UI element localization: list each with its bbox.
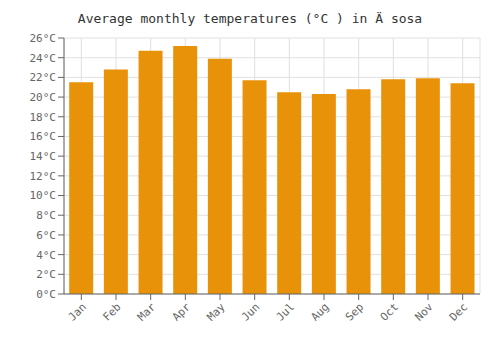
svg-text:22°C: 22°C (30, 71, 57, 84)
svg-text:8°C: 8°C (36, 209, 56, 222)
html-text:Average monthly temperatures (: Average monthly temperatures (°C ) in Ä … (77, 11, 423, 26)
svg-text:Jul: Jul (274, 300, 297, 323)
svg-text:2°C: 2°C (36, 268, 56, 281)
svg-text:16°C: 16°C (30, 130, 57, 143)
svg-text:Oct: Oct (378, 300, 401, 323)
svg-text:20°C: 20°C (30, 91, 57, 104)
svg-text:Sep: Sep (343, 300, 366, 323)
svg-text:Apr: Apr (170, 300, 194, 324)
svg-text:26°C: 26°C (30, 32, 57, 45)
svg-text:18°C: 18°C (30, 111, 57, 124)
svg-text:Nov: Nov (412, 300, 436, 324)
svg-text:6°C: 6°C (36, 229, 56, 242)
svg-text:May: May (204, 300, 228, 324)
svg-text:Feb: Feb (100, 300, 123, 323)
svg-text:4°C: 4°C (36, 249, 56, 262)
svg-text:14°C: 14°C (30, 150, 57, 163)
svg-text:24°C: 24°C (30, 52, 57, 65)
svg-text:Aug: Aug (308, 300, 331, 323)
svg-text:12°C: 12°C (30, 170, 57, 183)
svg-text:Dec: Dec (447, 300, 470, 323)
svg-text:10°C: 10°C (30, 189, 57, 202)
svg-text:Jan: Jan (66, 300, 89, 323)
svg-text:Jun: Jun (239, 300, 262, 323)
svg-text:Mar: Mar (135, 300, 159, 324)
svg-text:0°C: 0°C (36, 288, 56, 301)
